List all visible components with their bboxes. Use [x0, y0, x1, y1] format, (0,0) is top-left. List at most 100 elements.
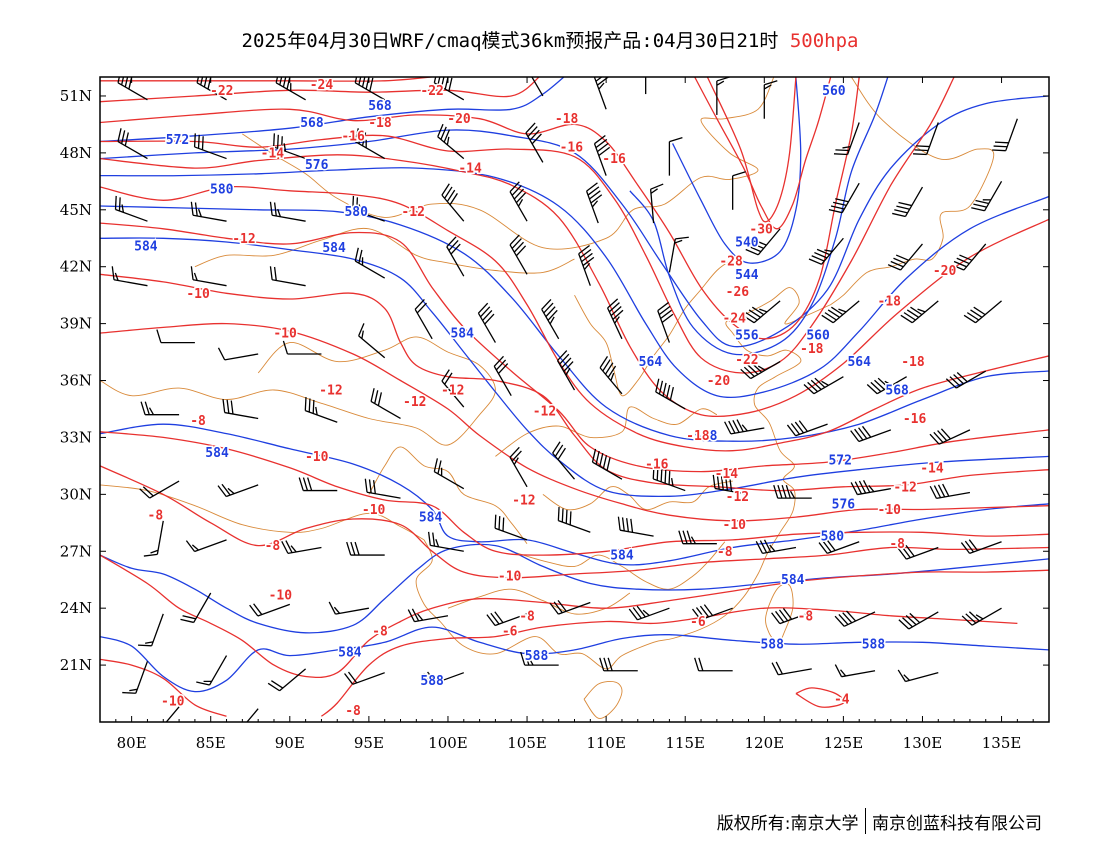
wind-barb: [354, 247, 386, 279]
barb-feather: [599, 657, 605, 671]
wind-barb: [525, 122, 544, 163]
wind-barb: [834, 664, 876, 678]
wind-barb: [156, 329, 195, 344]
barb-staff: [275, 82, 306, 101]
barb-staff: [149, 480, 180, 499]
barb-feather: [736, 419, 744, 432]
barb-feather: [308, 398, 311, 413]
barb-feather: [140, 401, 146, 415]
barb-feather: [490, 612, 500, 625]
map-plot: 560 568 572 568 576 580 580 584 584 584 564 556 560 5…: [100, 60, 1049, 729]
barb-feather: [777, 484, 783, 499]
barb-feather: [147, 724, 160, 729]
temperature-label: -10: [878, 503, 902, 518]
barb-feather: [678, 530, 684, 544]
barb-feather: [646, 60, 653, 64]
barb-feather: [121, 130, 126, 144]
barb-feather: [435, 539, 440, 548]
wind-barb: [267, 668, 307, 692]
barb-feather: [741, 424, 748, 432]
barb-staff: [354, 260, 386, 279]
barb-feather: [414, 298, 425, 310]
barb-staff: [969, 541, 1002, 555]
barb-feather: [824, 249, 833, 253]
temperature-contour: [100, 554, 1049, 679]
temperature-label: -18: [555, 112, 579, 127]
barb-feather: [298, 477, 304, 491]
barb-feather: [374, 390, 379, 404]
barb-feather: [832, 201, 847, 207]
barb-feather: [111, 266, 115, 280]
wind-barb: [433, 458, 465, 490]
barb-feather: [142, 486, 154, 497]
barb-feather: [352, 195, 355, 210]
barb-feather: [956, 257, 970, 265]
height-label: 584: [322, 241, 346, 256]
barb-staff: [846, 122, 860, 155]
temperature-label: -12: [403, 395, 426, 410]
barb-feather: [513, 188, 524, 200]
barb-staff: [876, 376, 907, 395]
barb-feather: [511, 238, 522, 249]
barb-feather: [742, 314, 755, 324]
barb-feather: [937, 430, 948, 442]
wind-barb: [732, 171, 746, 210]
wind-barb: [655, 378, 686, 410]
barb-feather: [743, 366, 755, 377]
barb-staff: [493, 365, 512, 397]
temperature-label: -12: [319, 384, 342, 399]
wind-barb: [273, 133, 306, 160]
wind-barb: [678, 530, 717, 545]
barb-feather: [929, 433, 940, 445]
barb-staff: [272, 214, 306, 222]
barb-staff: [196, 82, 227, 101]
barb-staff: [843, 611, 876, 627]
wind-barb: [282, 340, 322, 355]
barb-feather: [794, 421, 805, 434]
barb-feather: [509, 234, 520, 246]
barb-feather: [563, 361, 574, 372]
wind-barb: [346, 541, 385, 556]
wind-barb: [712, 474, 749, 495]
wind-barb: [370, 388, 401, 420]
barb-feather: [528, 60, 537, 70]
barb-feather: [417, 613, 424, 621]
height-label: 576: [832, 497, 856, 512]
barb-feather: [520, 651, 526, 666]
barb-staff: [430, 544, 464, 552]
height-label: 584: [450, 327, 474, 342]
wind-barb: [494, 514, 528, 541]
barb-feather: [368, 479, 372, 494]
wind-barb: [407, 608, 449, 623]
wind-barb: [414, 298, 433, 340]
wind-barb: [446, 236, 465, 277]
barb-feather: [751, 306, 765, 316]
barb-feather: [440, 77, 445, 88]
barb-feather: [559, 353, 570, 365]
barb-feather: [370, 388, 375, 402]
barb-staff: [841, 670, 876, 678]
barb-feather: [945, 378, 957, 389]
barb-feather: [658, 380, 664, 395]
barb-feather: [118, 197, 121, 212]
barb-feather: [790, 423, 801, 435]
barb-feather: [497, 363, 509, 374]
temperature-label: -12: [512, 494, 535, 509]
barb-staff: [151, 613, 164, 647]
wind-barb: [117, 77, 148, 101]
barb-feather: [193, 133, 196, 147]
barb-feather: [753, 239, 767, 246]
wind-barb: [771, 608, 812, 625]
barb-feather: [190, 266, 194, 280]
barb-feather: [541, 298, 552, 310]
barb-feather: [612, 309, 624, 320]
barb-feather: [905, 615, 917, 626]
wind-barb: [850, 425, 892, 443]
barb-feather: [664, 469, 667, 484]
barb-feather: [973, 203, 987, 208]
wind-barbs: [111, 60, 1018, 729]
barb-feather: [892, 212, 906, 218]
barb-feather: [121, 77, 125, 86]
title-level: 500hpa: [789, 30, 859, 52]
height-label: 544: [735, 268, 759, 283]
